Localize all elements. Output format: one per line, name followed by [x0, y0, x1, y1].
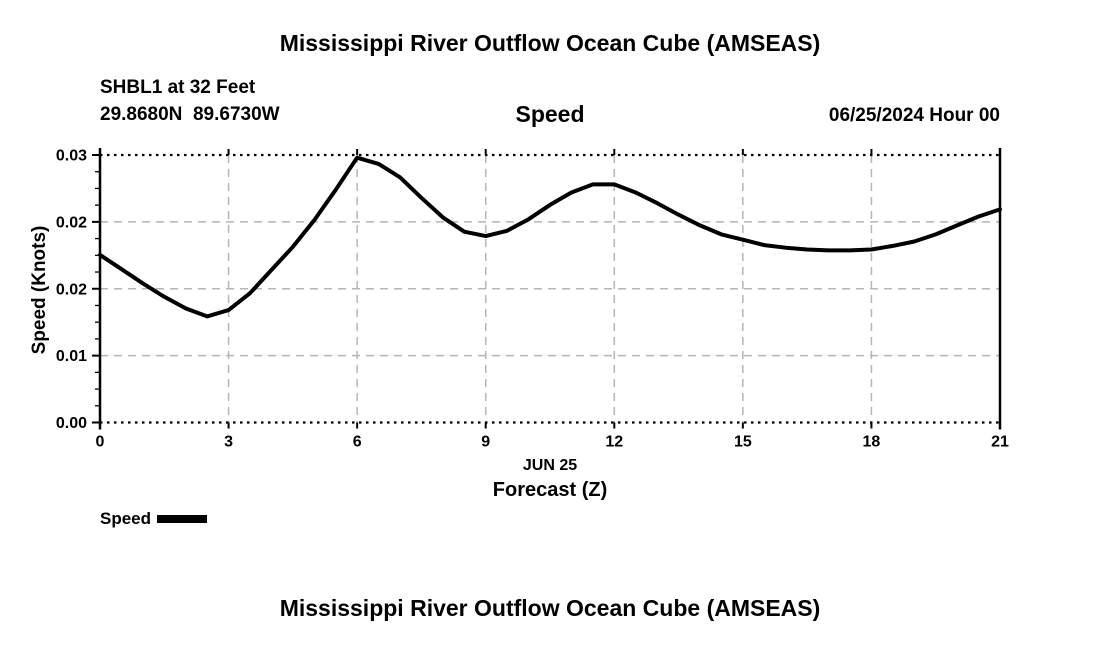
x-axis-date-label: JUN 25 [522, 457, 578, 474]
x-tick-label: 6 [353, 434, 362, 451]
panel-title: Speed [515, 101, 585, 127]
x-tick-label: 9 [481, 434, 490, 451]
legend: Speed [100, 508, 208, 530]
x-tick-label: 0 [96, 434, 105, 451]
page-title-top: Mississippi River Outflow Ocean Cube (AM… [279, 30, 821, 56]
station-coordinates: 29.8680N 89.6730W [100, 104, 280, 125]
page-title-bottom: Mississippi River Outflow Ocean Cube (AM… [279, 595, 821, 621]
y-tick-label: 0.01 [56, 348, 87, 365]
x-tick-label: 12 [605, 434, 623, 451]
speed-series-line [98, 155, 1002, 319]
forecast-datetime: 06/25/2024 Hour 00 [828, 105, 1000, 126]
y-tick-label: 0.03 [56, 148, 87, 165]
y-tick-label: 0.02 [56, 281, 87, 298]
x-axis-title: Forecast (Z) [492, 479, 608, 501]
legend-label: Speed [100, 509, 152, 528]
legend-line-swatch [157, 515, 208, 523]
y-tick-label: 0.00 [56, 415, 87, 432]
x-tick-label: 15 [734, 434, 752, 451]
y-tick-label: 0.02 [56, 214, 87, 231]
station-id: SHBL1 at 32 Feet [100, 77, 256, 98]
x-tick-label: 3 [224, 434, 233, 451]
x-tick-label: 18 [863, 434, 881, 451]
x-tick-label: 21 [991, 434, 1009, 451]
